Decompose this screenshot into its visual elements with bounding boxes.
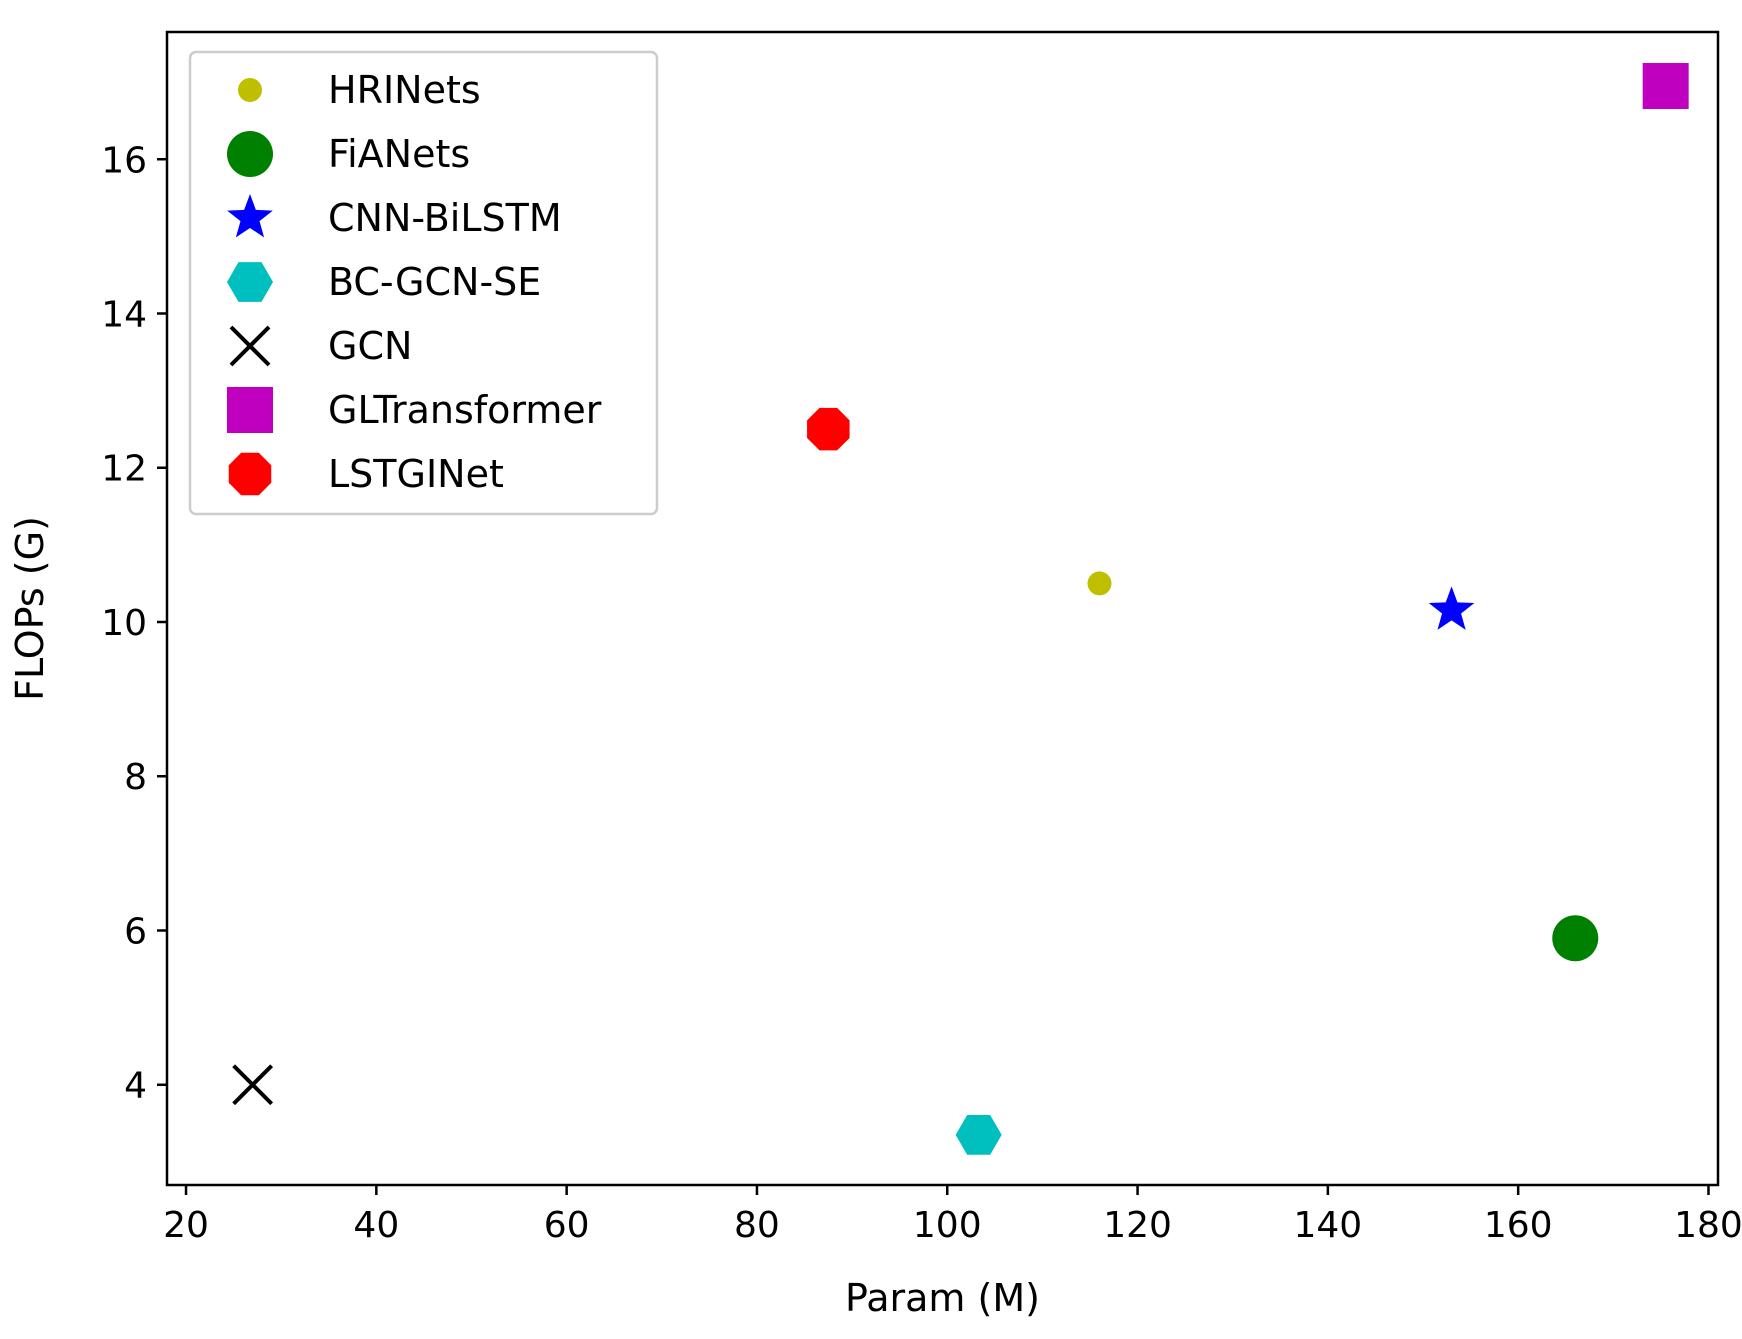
y-tick-label: 8: [124, 757, 147, 798]
x-tick-label: 160: [1484, 1205, 1553, 1246]
legend-marker-fianets: [227, 131, 273, 177]
y-tick-label: 6: [124, 911, 147, 952]
y-axis-ticks: 4 6 8 10 12 14 16: [101, 140, 167, 1107]
legend-marker-lstginet: [228, 452, 272, 496]
x-tick-label: 140: [1294, 1205, 1363, 1246]
y-tick-label: 10: [101, 603, 147, 644]
legend-marker-bc-gcn-se: [227, 262, 273, 302]
point-gcn: [232, 1064, 274, 1106]
legend: HRINets FiANets CNN-BiLSTM BC-GCN-SE GCN GLTr…: [188, 50, 659, 516]
data-marks: [232, 62, 1689, 1155]
x-axis-ticks: 20 40 60 80 100 120 140 160 180: [163, 1185, 1742, 1246]
x-tick-label: 40: [353, 1205, 399, 1246]
x-axis-label: Param (M): [845, 1276, 1040, 1320]
legend-label-cnn-bilstm: CNN-BiLSTM: [328, 196, 562, 240]
point-bc-gcn-se: [955, 1114, 1002, 1155]
legend-marker-gcn: [229, 325, 271, 367]
legend-label-hrinets: HRINets: [328, 68, 481, 112]
legend-label-fianets: FiANets: [328, 132, 470, 176]
legend-marker-hrinets: [238, 78, 262, 102]
legend-label-lstginet: LSTGINet: [328, 452, 504, 496]
x-tick-label: 20: [163, 1205, 209, 1246]
y-tick-label: 12: [101, 449, 147, 490]
x-tick-label: 100: [913, 1205, 982, 1246]
legend-marker-cnn-bilstm: [227, 194, 273, 238]
point-fianets: [1552, 915, 1599, 962]
point-hrinets: [1087, 571, 1112, 596]
legend-label-gltransformer: GLTransformer: [328, 388, 602, 432]
legend-label-bc-gcn-se: BC-GCN-SE: [328, 260, 541, 304]
x-tick-label: 180: [1674, 1205, 1742, 1246]
legend-box: [188, 50, 659, 516]
legend-marker-gltransformer: [227, 387, 273, 433]
point-cnn-bilstm: [1428, 586, 1475, 630]
x-tick-label: 60: [544, 1205, 590, 1246]
y-axis-label: FLOPs (G): [8, 516, 52, 701]
y-tick-label: 16: [101, 140, 147, 181]
x-tick-label: 80: [734, 1205, 780, 1246]
legend-label-gcn: GCN: [328, 324, 412, 368]
plot-area-frame: [165, 30, 1720, 1187]
x-tick-label: 120: [1103, 1205, 1172, 1246]
y-tick-label: 14: [101, 295, 147, 336]
y-tick-label: 4: [124, 1066, 147, 1107]
point-gltransformer: [1642, 62, 1689, 109]
point-lstginet: [807, 407, 850, 451]
